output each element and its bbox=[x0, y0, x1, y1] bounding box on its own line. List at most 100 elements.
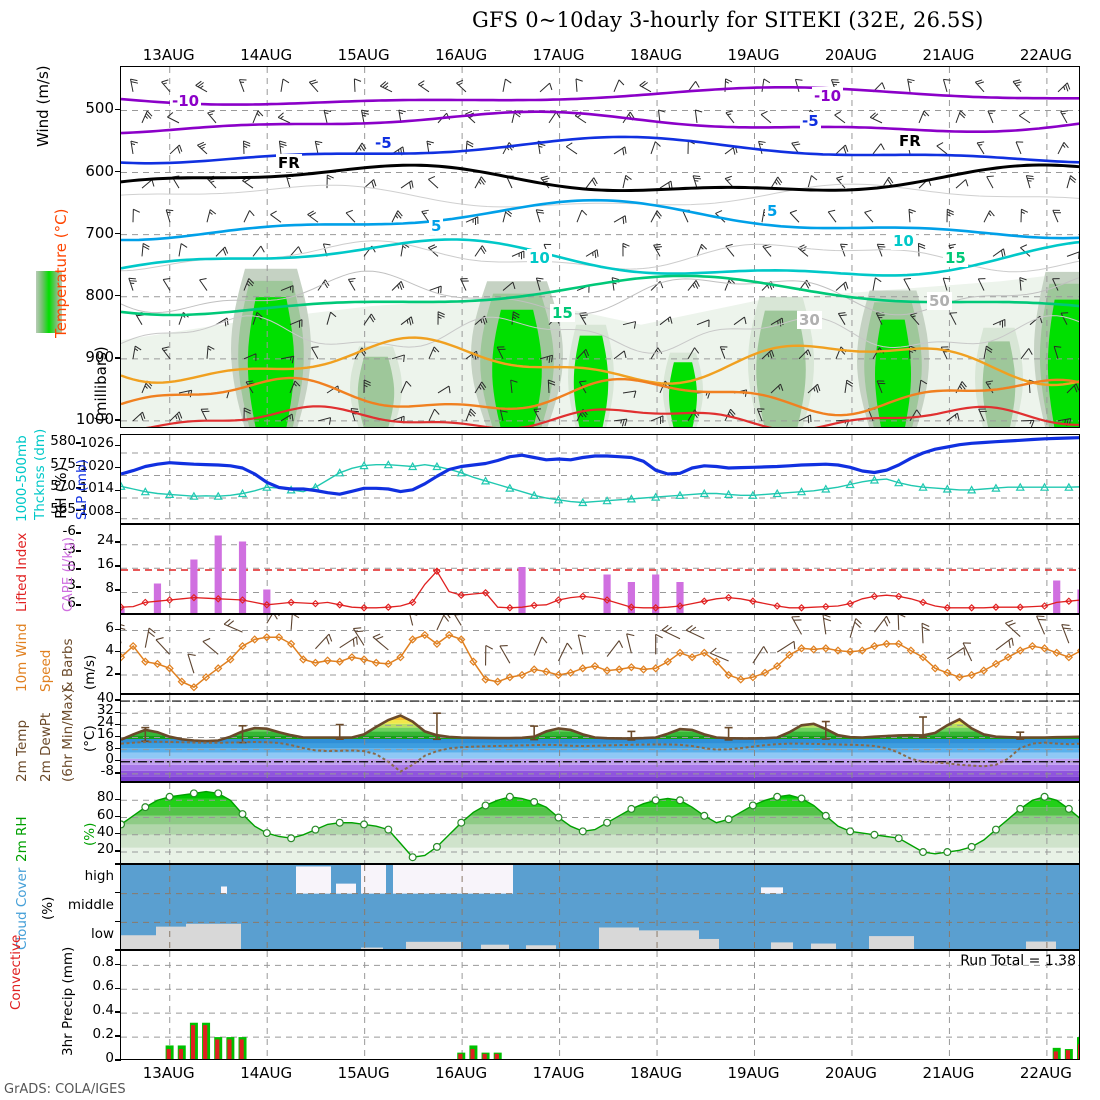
cape-lifted-index-plot bbox=[121, 525, 1079, 613]
date-tick-label: 15AUG bbox=[337, 1064, 390, 1082]
slp-thickness-plot bbox=[121, 435, 1079, 523]
axis-tick-label: 580 bbox=[50, 433, 76, 449]
panel-axis-label: (°C) bbox=[82, 725, 98, 752]
axis-tick-label: 900 bbox=[85, 347, 114, 366]
axis-tick-label: 20 bbox=[96, 841, 114, 858]
axis-tick-label: 6 bbox=[67, 595, 76, 611]
panel-slp-thickness bbox=[120, 434, 1080, 524]
axis-tick-label: 16 bbox=[96, 556, 114, 572]
panel-axis-label: SLP (mb) bbox=[74, 459, 90, 520]
date-tick-label: 14AUG bbox=[240, 1064, 293, 1082]
axis-tick-label: 700 bbox=[85, 223, 114, 242]
axis-tick-label: 0 bbox=[105, 750, 114, 767]
axis-tick-label: 40 bbox=[96, 690, 114, 707]
panel-axis-label: 2m Temp bbox=[14, 719, 30, 782]
axis-tick-label: high bbox=[84, 868, 114, 885]
date-tick-label: 19AUG bbox=[727, 1064, 780, 1082]
axis-tick-label: 800 bbox=[85, 285, 114, 304]
axis-tick-label: 80 bbox=[96, 789, 114, 806]
panel-axis-label: Convective bbox=[8, 934, 24, 1010]
axis-tick-label: 40 bbox=[96, 823, 114, 840]
axis-tick-label: -3 bbox=[62, 541, 76, 557]
date-tick-label: 13AUG bbox=[142, 1064, 195, 1082]
axis-tick-label: 32 bbox=[96, 702, 114, 719]
axis-tick-label: 1000 bbox=[75, 409, 114, 428]
date-tick-label: 21AUG bbox=[922, 1064, 975, 1082]
axis-tick-mark bbox=[76, 487, 81, 489]
axis-tick-label: 0 bbox=[105, 1050, 114, 1066]
axis-tick-label: 570 bbox=[50, 478, 76, 494]
date-tick-label: 16AUG bbox=[435, 46, 488, 64]
panel-precip bbox=[120, 950, 1080, 1060]
date-tick-label: 15AUG bbox=[337, 46, 390, 64]
date-tick-label: 22AUG bbox=[1019, 1064, 1072, 1082]
panel-axis-label: CAPE (J/kg) bbox=[60, 536, 76, 612]
panel-upper-air bbox=[120, 66, 1080, 428]
axis-tick-label: 0 bbox=[67, 559, 76, 575]
axis-tick-mark bbox=[76, 550, 81, 552]
panel-axis-label: 10m Wind bbox=[14, 623, 30, 692]
date-tick-label: 17AUG bbox=[532, 46, 585, 64]
axis-tick-label: -8 bbox=[100, 762, 114, 779]
panel-axis-label: Lifted Index bbox=[14, 532, 30, 612]
footer-credit: GrADS: COLA/IGES bbox=[4, 1082, 126, 1097]
panel-axis-label: (m/s) bbox=[82, 654, 98, 690]
panel-axis-label: Speed bbox=[38, 649, 54, 692]
axis-tick-label: 1014 bbox=[79, 480, 114, 497]
axis-tick-label: 600 bbox=[85, 161, 114, 180]
panel-axis-label: 1000-500mb bbox=[14, 435, 30, 522]
date-tick-label: 22AUG bbox=[1019, 46, 1072, 64]
panel-axis-label: Total / Rain bbox=[0, 925, 2, 1000]
rh2m-plot bbox=[121, 783, 1079, 863]
panel-cape-lifted-index bbox=[120, 524, 1080, 614]
rh-colorbar-swatch bbox=[36, 270, 62, 333]
panel-2m-rh bbox=[120, 782, 1080, 864]
date-tick-label: 13AUG bbox=[142, 46, 195, 64]
date-tick-label: 19AUG bbox=[727, 46, 780, 64]
axis-tick-label: 0.4 bbox=[92, 1002, 114, 1019]
time-axis-top: 13AUG 14AUG 15AUG 16AUG 17AUG 18AUG 19AUG 20AUG… bbox=[120, 46, 1080, 66]
axis-tick-label: 16 bbox=[96, 726, 114, 743]
wind10m-plot bbox=[121, 615, 1079, 693]
date-tick-label: 14AUG bbox=[240, 46, 293, 64]
panel-10m-wind bbox=[120, 614, 1080, 694]
axis-tick-label: 60 bbox=[96, 806, 114, 823]
axis-tick-label: 8 bbox=[105, 738, 114, 755]
panel-axis-label: 3hr Precip (mm) bbox=[60, 946, 76, 1056]
panel-axis-label: 2m RH bbox=[14, 816, 30, 862]
axis-tick-label: -6 bbox=[62, 523, 76, 539]
panel-axis-label: (6hr Min/Max) bbox=[60, 688, 76, 782]
date-tick-label: 21AUG bbox=[922, 46, 975, 64]
panel-axis-label: Thcknss (dm) bbox=[32, 428, 48, 520]
axis-tick-label: 500 bbox=[85, 99, 114, 118]
date-tick-label: 18AUG bbox=[630, 1064, 682, 1082]
panel-axis-label: Cloud Cover bbox=[14, 867, 30, 950]
panel-axis-label: (%) bbox=[82, 822, 98, 846]
panel-cloud-cover bbox=[120, 864, 1080, 950]
axis-tick-label: 1020 bbox=[79, 457, 114, 474]
axis-tick-label: 4 bbox=[105, 641, 114, 658]
axis-tick-label: 24 bbox=[96, 714, 114, 731]
axis-tick-label: 3 bbox=[67, 577, 76, 593]
panel-axis-label: (millibars) bbox=[92, 345, 110, 422]
panel-axis-label: 2m DewPt bbox=[38, 712, 54, 782]
panel-axis-label: Wind (m/s) bbox=[34, 65, 52, 147]
date-tick-label: 20AUG bbox=[824, 1064, 877, 1082]
panel-temp-dewpt bbox=[120, 694, 1080, 782]
cloud-cover-plot bbox=[121, 865, 1079, 949]
panel-axis-label: & Barbs bbox=[60, 638, 76, 692]
axis-tick-label: 6 bbox=[105, 619, 114, 636]
date-tick-label: 18AUG bbox=[630, 46, 682, 64]
upper-air-plot bbox=[121, 67, 1079, 427]
date-tick-label: 20AUG bbox=[824, 46, 877, 64]
axis-tick-label: 565 bbox=[50, 500, 76, 517]
precip-plot bbox=[121, 951, 1079, 1059]
axis-tick-mark bbox=[76, 442, 81, 444]
axis-tick-label: 24 bbox=[96, 532, 114, 548]
axis-tick-label: 1026 bbox=[79, 435, 114, 452]
axis-tick-mark bbox=[76, 509, 81, 512]
axis-tick-mark bbox=[76, 532, 81, 534]
axis-tick-label: low bbox=[90, 925, 114, 942]
axis-tick-mark bbox=[76, 464, 81, 467]
